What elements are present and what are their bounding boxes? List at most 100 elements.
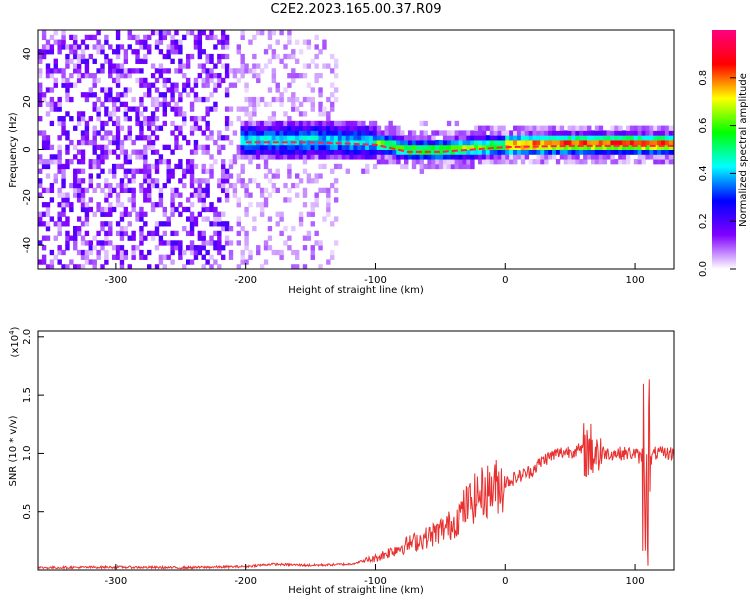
heatmap-cell [388,135,393,141]
heatmap-cell [275,39,280,45]
heatmap-cell [618,144,623,150]
heatmap-cell [567,139,572,146]
heatmap-cell [419,168,424,174]
heatmap-cell [139,235,144,241]
heatmap-cell [217,58,222,64]
heatmap-cell [100,49,105,55]
heatmap-cell [271,182,277,189]
heatmap-cell [224,87,230,93]
heatmap-cell [345,130,351,136]
heatmap-cell [49,154,55,160]
heatmap-cell [271,30,277,36]
heatmap-cell [123,73,129,79]
heatmap-cell [131,149,136,155]
heatmap-cell [528,130,534,136]
heatmap-cell [205,135,210,141]
heatmap-cell [513,149,518,155]
heatmap-cell [256,63,261,69]
heatmap-cell [127,73,132,79]
heatmap-cell [326,197,331,203]
heatmap-cell [96,240,101,246]
heatmap-cell [96,44,101,50]
heatmap-cell [318,73,323,79]
heatmap-cell [594,130,600,136]
heatmap-cell [267,192,273,198]
heatmap-cell [244,192,249,198]
heatmap-cell [653,159,658,165]
heatmap-cell [353,154,358,160]
heatmap-cell [633,139,639,146]
heatmap-cell [115,92,121,98]
heatmap-cell [182,111,187,117]
heatmap-cell [88,159,94,165]
heatmap-cell [201,82,206,88]
heatmap-cell [170,44,175,50]
heatmap-cell [193,254,199,260]
heatmap-cell [65,92,70,98]
heatmap-cell [450,135,456,141]
heatmap-cell [131,187,136,194]
heatmap-cell [96,96,101,103]
heatmap-cell [41,44,47,50]
heatmap-cell [189,116,195,122]
heatmap-cell [431,139,436,146]
heatmap-cell [478,130,483,136]
heatmap-cell [326,259,331,265]
heatmap-cell [365,163,370,170]
heatmap-cell [41,259,47,265]
heatmap-cell [193,125,199,131]
heatmap-cell [41,30,47,36]
heatmap-cell [57,225,62,232]
heatmap-cell [92,125,97,131]
heatmap-cell [119,68,125,74]
heatmap-cell [384,149,389,155]
heatmap-cell [618,139,623,146]
heatmap-cell [147,116,152,122]
heatmap-cell [590,159,596,165]
heatmap-cell [625,149,631,155]
heatmap-cell [162,144,167,150]
heatmap-cell [123,187,129,194]
heatmap-cell [602,154,608,160]
heatmap-cell [466,130,471,136]
heatmap-cell [458,159,463,165]
heatmap-cell [524,139,530,146]
heatmap-cell [201,149,206,155]
heatmap-cell [333,144,339,150]
heatmap-cell [411,163,417,170]
heatmap-cell [154,101,160,107]
heatmap-cell [357,144,362,150]
heatmap-cell [127,211,132,217]
heatmap-cell [205,120,210,127]
heatmap-cell [96,173,101,179]
heatmap-cell [232,82,238,88]
heatmap-cell [127,68,132,74]
heatmap-cell [376,154,382,160]
heatmap-cell [458,163,463,170]
heatmap-cell [244,211,249,217]
heatmap-cell [528,135,534,141]
heatmap-cell [131,178,136,184]
heatmap-cell [287,116,292,122]
heatmap-cell [123,106,129,112]
heatmap-cell [108,116,113,122]
heatmap-cell [583,149,588,155]
heatmap-cell [88,163,94,170]
heatmap-cell [668,130,674,136]
heatmap-cell [404,144,409,150]
heatmap-cell [271,116,277,122]
heatmap-cell [291,106,296,112]
heatmap-cell [158,73,164,79]
heatmap-cell [197,96,203,103]
heatmap-cell [158,39,164,45]
heatmap-cell [178,44,183,50]
heatmap-cell [53,82,58,88]
heatmap-cell [49,34,55,41]
heatmap-cell [555,135,561,141]
heatmap-cell [115,139,121,146]
heatmap-cell [439,163,444,170]
heatmap-cell [201,116,206,122]
heatmap-cell [314,120,319,127]
heatmap-cell [641,125,646,131]
heatmap-cell [92,73,97,79]
